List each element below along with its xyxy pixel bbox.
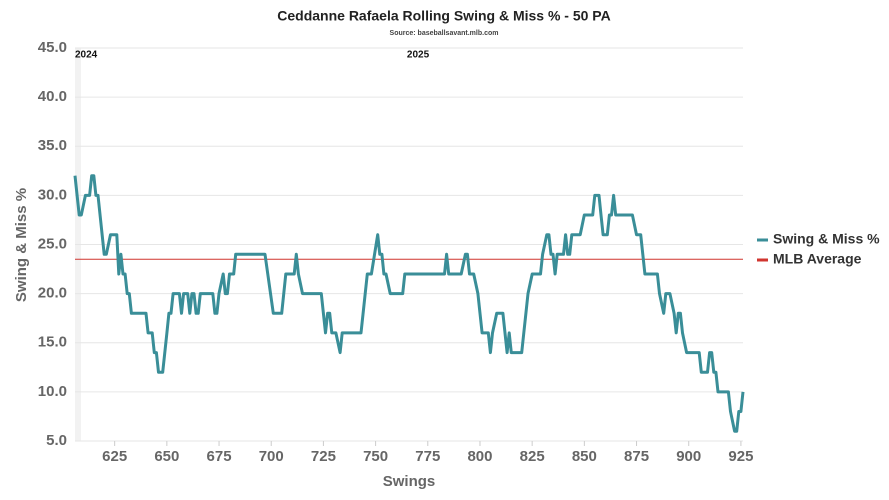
legend-label: Swing & Miss % (773, 231, 880, 247)
y-tick-label: 10.0 (38, 383, 67, 400)
y-tick-label: 45.0 (38, 39, 67, 56)
annotation: 2024 (75, 50, 98, 61)
x-tick-label: 875 (624, 448, 649, 465)
x-tick-label: 925 (728, 448, 753, 465)
x-tick-label: 675 (207, 448, 232, 465)
x-tick-label: 750 (363, 448, 388, 465)
y-tick-label: 35.0 (38, 137, 67, 154)
x-tick-label: 700 (259, 448, 284, 465)
annotation: 2025 (407, 50, 430, 61)
legend-label: MLB Average (773, 251, 862, 267)
x-tick-label: 625 (102, 448, 127, 465)
y-tick-label: 20.0 (38, 285, 67, 302)
chart-subtitle: Source: baseballsavant.mlb.com (390, 30, 499, 37)
y-tick-label: 30.0 (38, 186, 67, 203)
y-axis-label: Swing & Miss % (13, 188, 30, 302)
x-tick-label: 650 (154, 448, 179, 465)
chart-title: Ceddanne Rafaela Rolling Swing & Miss % … (277, 8, 610, 24)
x-axis-label: Swings (383, 473, 436, 490)
data-line (73, 174, 745, 433)
x-tick-label: 825 (520, 448, 545, 465)
y-tick-label: 40.0 (38, 88, 67, 105)
y-tick-label: 25.0 (38, 235, 67, 252)
x-tick-label: 725 (311, 448, 336, 465)
y-tick-label: 15.0 (38, 334, 67, 351)
x-tick-label: 775 (415, 448, 440, 465)
x-tick-label: 900 (676, 448, 701, 465)
x-tick-label: 800 (467, 448, 492, 465)
y-tick-label: 5.0 (46, 432, 67, 449)
x-tick-label: 850 (572, 448, 597, 465)
